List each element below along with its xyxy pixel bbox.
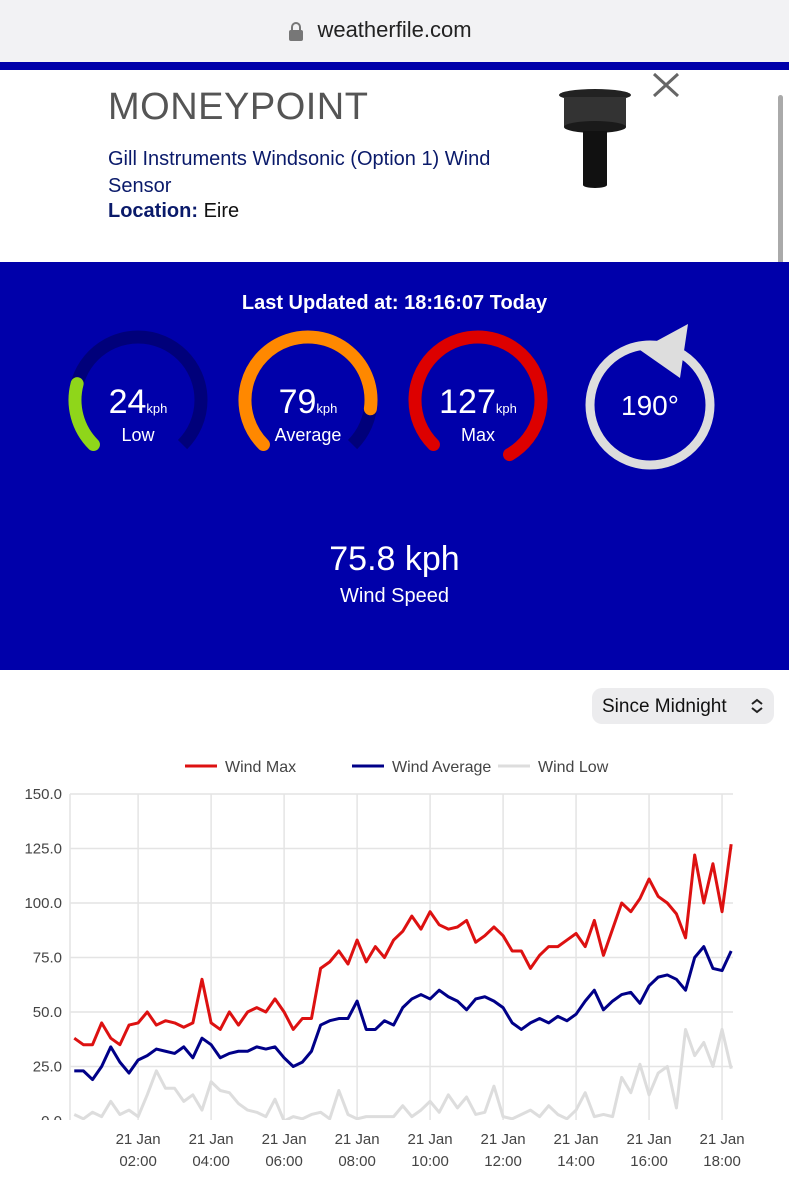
sensor-name: Gill Instruments Windsonic (Option 1) Wi… [108, 148, 491, 197]
wind-direction: 190° [621, 390, 679, 421]
lock-icon [289, 22, 303, 41]
location-value: Eire [203, 200, 240, 222]
wind-speed-label: Wind Speed [340, 585, 449, 607]
gauge-label: Average [274, 425, 342, 445]
y-tick-label: 150.0 [24, 786, 62, 803]
legend-label: Wind Average [392, 759, 491, 776]
gauges [68, 324, 715, 470]
gauge-number: 24 [108, 383, 147, 421]
series-line [74, 945, 733, 1082]
gauge-unit: kph [495, 401, 517, 416]
sensor-image [559, 89, 631, 188]
gauge-number: 79 [278, 383, 317, 421]
url[interactable]: weatherfile.com [317, 17, 472, 42]
gauge-value: 79kph [238, 383, 378, 422]
gauge-label: Max [460, 425, 495, 445]
range-select[interactable]: Since Midnight [592, 688, 774, 724]
y-tick-label: 125.0 [24, 841, 62, 858]
x-tick-label: 21 Jan 06:00 [261, 1131, 307, 1170]
x-tick-label: 21 Jan 08:00 [334, 1131, 380, 1170]
gauge-arc [238, 330, 378, 452]
gauge-arc [68, 377, 100, 452]
chart: 0.0 25.0 50.0 75.0 100.0 125.0 150.0 Wind Max Wi… [24, 759, 733, 1120]
gauge-unit: kph [316, 401, 338, 416]
gauge-value: 24kph [68, 383, 208, 422]
x-tick-label: 21 Jan 02:00 [115, 1131, 161, 1170]
gauge-number: 127 [439, 383, 496, 421]
y-tick-label: 100.0 [24, 895, 62, 912]
range-select-label: Since Midnight [602, 696, 727, 717]
x-tick-label: 21 Jan 16:00 [626, 1131, 672, 1170]
location-label: Location: [108, 200, 198, 222]
scrollbar [778, 95, 783, 295]
location: Location: Eire [108, 200, 239, 223]
gauge-arc [408, 330, 548, 462]
y-tick-label: 25.0 [33, 1059, 62, 1076]
select-chevrons [751, 698, 763, 714]
y-tick-label: 75.0 [33, 950, 62, 967]
close-button[interactable] [650, 70, 682, 100]
x-tick-label: 21 Jan 12:00 [480, 1131, 526, 1170]
y-tick-label: 50.0 [33, 1004, 62, 1021]
header-rule [0, 62, 789, 70]
gauge-unit: kph [146, 401, 168, 416]
wind-speed: 75.8 kph [329, 540, 460, 578]
browser-bar [0, 0, 789, 62]
legend-label: Wind Max [225, 759, 296, 776]
station-name: MONEYPOINT [108, 86, 369, 128]
series-line [73, 1027, 733, 1120]
x-tick-label: 21 Jan 14:00 [553, 1131, 599, 1170]
gauge-label: Low [121, 425, 155, 445]
legend-label: Wind Low [538, 759, 609, 776]
gauge-value: 127kph [408, 383, 548, 422]
y-tick-label: 0.0 [41, 1113, 62, 1120]
series-line [73, 843, 733, 1047]
x-tick-label: 21 Jan 04:00 [188, 1131, 234, 1170]
x-tick-label: 21 Jan 18:00 [699, 1131, 745, 1170]
direction-pointer [640, 324, 688, 378]
last-updated: Last Updated at: 18:16:07 Today [241, 292, 548, 314]
x-tick-label: 21 Jan 10:00 [407, 1131, 453, 1170]
